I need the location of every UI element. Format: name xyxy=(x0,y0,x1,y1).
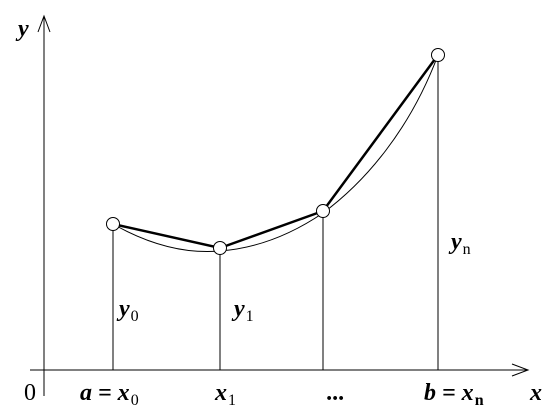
ordinate-label-sub: n xyxy=(463,241,471,258)
x-label-main: a = x xyxy=(80,380,130,406)
ordinate-label-sub: 0 xyxy=(131,308,139,325)
x-label: b = xn xyxy=(424,380,484,409)
chords xyxy=(112,54,440,250)
ordinate-label-main: y xyxy=(116,296,130,322)
node xyxy=(106,217,120,231)
node xyxy=(316,204,330,218)
x-label: a = x0 xyxy=(80,380,139,409)
x-label-sub: n xyxy=(475,392,484,409)
node xyxy=(431,48,445,62)
curve xyxy=(112,54,439,253)
x-label-sub: 1 xyxy=(228,392,236,409)
ordinate-label: y0 xyxy=(116,296,139,325)
ordinate-label-main: y xyxy=(448,229,462,255)
ordinate-label-main: y xyxy=(231,296,245,322)
y-arrow xyxy=(37,14,51,33)
x-arrow xyxy=(511,363,530,377)
x-label: x1 xyxy=(214,380,236,409)
x-label-main: b = x xyxy=(424,380,474,406)
origin-label: 0 xyxy=(24,380,36,406)
x-label-sub: 0 xyxy=(131,392,139,409)
node xyxy=(213,241,227,255)
y-axis-label: y xyxy=(15,16,29,42)
x-axis-label: x xyxy=(529,380,542,406)
ordinate-label: yn xyxy=(448,229,471,258)
ordinate-label: y1 xyxy=(231,296,254,325)
x-label: ... xyxy=(327,380,345,406)
ordinate-label-sub: 1 xyxy=(246,308,254,325)
x-label-main: x xyxy=(214,380,227,406)
